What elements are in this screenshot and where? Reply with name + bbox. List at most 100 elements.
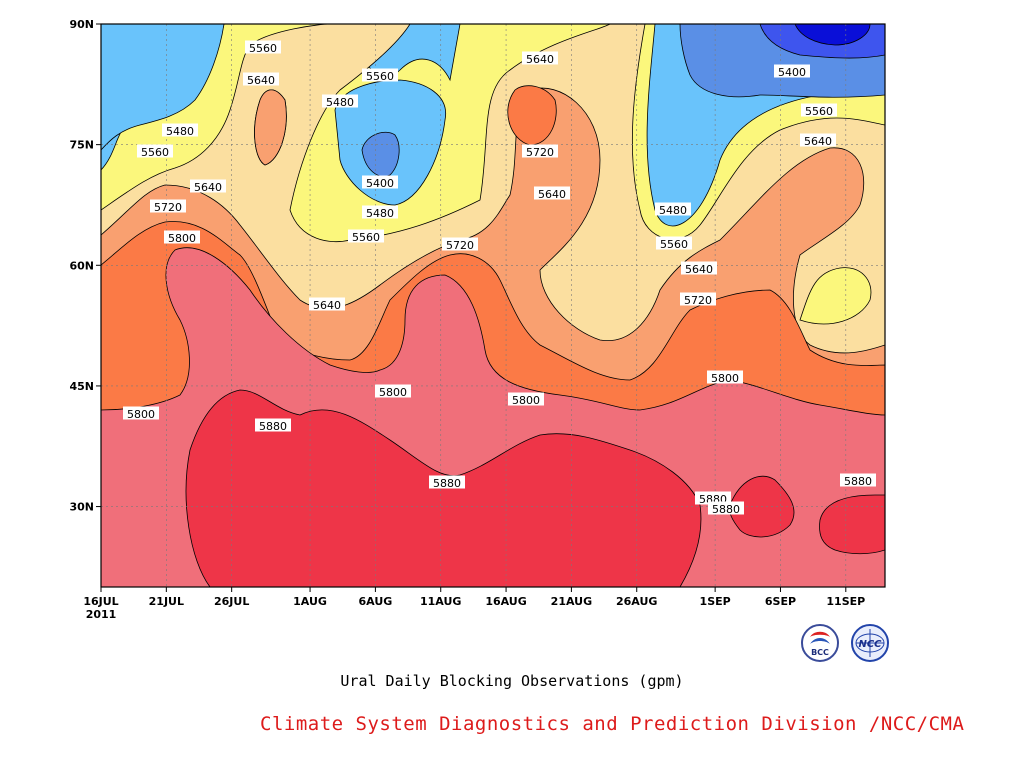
contour-label-bg [656, 236, 692, 250]
contour-label-bg [707, 370, 743, 384]
ncc-logo: NCC [851, 624, 889, 662]
contour-label-bg [429, 475, 465, 489]
band-below-5320 [794, 24, 871, 46]
contour-label: 5800 [127, 408, 155, 421]
logos: BCC NCC [801, 624, 889, 662]
x-tick-year: 2011 [86, 608, 117, 621]
contour-label: 5560 [805, 105, 833, 118]
contour-label: 5640 [313, 299, 341, 312]
contour-label: 5560 [249, 42, 277, 55]
contour-label-bg [164, 230, 200, 244]
contour-labels: 5560 5640 5480 5560 5640 5480 5560 5640 5720 5800… [123, 40, 876, 516]
x-axis: 16JUL 21JUL 26JUL 1AUG 6AUG 11AUG 16AUG 21AUG 26… [83, 587, 865, 621]
contour-label: 5640 [685, 263, 713, 276]
contour-label-bg [243, 72, 279, 86]
plot-frame [100, 23, 886, 588]
x-tick-label: 6AUG [359, 595, 393, 608]
band-5320-5400 [361, 131, 400, 177]
x-tick-label: 1AUG [293, 595, 327, 608]
bcc-logo: BCC [801, 624, 839, 662]
x-tick-label: 26JUL [214, 595, 249, 608]
contour-label-bg [655, 202, 691, 216]
contour-label: 5480 [659, 204, 687, 217]
contour-label: 5640 [526, 53, 554, 66]
band-5480-west [101, 24, 225, 151]
contour-label-bg [322, 94, 358, 108]
x-tick-label: 6SEP [765, 595, 796, 608]
x-tick-label: 11SEP [826, 595, 865, 608]
contour-label: 5560 [366, 70, 394, 83]
contour-label-bg [123, 406, 159, 420]
y-tick-label: 60N [69, 259, 94, 272]
x-tick-label: 26AUG [616, 595, 657, 608]
contour-label-bg [348, 229, 384, 243]
x-tick-label: 16AUG [485, 595, 526, 608]
contour-label: 5480 [366, 207, 394, 220]
contour-label: 5480 [326, 96, 354, 109]
contour-label: 5720 [154, 201, 182, 214]
contour-label-bg [840, 473, 876, 487]
y-axis: 30N 45N 60N 75N 90N [69, 18, 101, 514]
y-tick-label: 30N [69, 501, 94, 514]
contour-label-bg [522, 144, 558, 158]
contour-label: 5400 [778, 66, 806, 79]
contour-label-bg [245, 40, 281, 54]
credit-line: Climate System Diagnostics and Predictio… [260, 713, 965, 735]
x-tick-label: 21JUL [149, 595, 184, 608]
contour-label-bg [362, 205, 398, 219]
contour-label-bg [708, 501, 744, 515]
y-tick-label: 90N [69, 18, 94, 31]
contour-label: 5720 [684, 294, 712, 307]
contour-label: 5720 [526, 146, 554, 159]
contour-label-bg [508, 392, 544, 406]
contour-label: 5640 [247, 74, 275, 87]
contour-label: 5640 [538, 188, 566, 201]
contour-label: 5480 [166, 125, 194, 138]
contour-label-bg [309, 297, 345, 311]
contour-label-bg [442, 237, 478, 251]
x-tick-label: 1SEP [700, 595, 731, 608]
contour-fill-layer [101, 24, 885, 587]
contour-label-bg [695, 491, 731, 505]
contour-label: 5880 [259, 420, 287, 433]
x-tick-label: 11AUG [420, 595, 461, 608]
contour-label-bg [375, 384, 411, 398]
contour-label: 5800 [711, 372, 739, 385]
contour-label: 5560 [352, 231, 380, 244]
contour-label: 5880 [433, 477, 461, 490]
chart-caption: Ural Daily Blocking Observations (gpm) [340, 672, 684, 690]
x-tick-label: 21AUG [551, 595, 592, 608]
contour-label-bg [534, 186, 570, 200]
contour-label-bg [680, 292, 716, 306]
contour-label-bg [522, 51, 558, 65]
contour-label: 5640 [804, 135, 832, 148]
x-tick-label: 16JUL [83, 595, 118, 608]
contour-label-bg [150, 199, 186, 213]
contour-label-bg [362, 175, 398, 189]
y-tick-label: 45N [69, 380, 94, 393]
contour-label-bg [774, 64, 810, 78]
contour-label: 5640 [194, 181, 222, 194]
contour-label: 5400 [366, 177, 394, 190]
contour-label-bg [681, 261, 717, 275]
contour-label-bg [137, 144, 173, 158]
contour-label-bg [801, 103, 837, 117]
contour-label-bg [190, 179, 226, 193]
contour-label: 5720 [446, 239, 474, 252]
contour-label-bg [800, 133, 836, 147]
svg-text:BCC: BCC [811, 648, 829, 657]
contour-label: 5800 [168, 232, 196, 245]
contour-label-bg [362, 68, 398, 82]
contour-label-bg [255, 418, 291, 432]
contour-label-bg [162, 123, 198, 137]
contour-label: 5800 [379, 386, 407, 399]
contour-label: 5800 [512, 394, 540, 407]
band-above-5960 [185, 389, 885, 587]
contour-label: 5560 [141, 146, 169, 159]
contour-label: 5880 [844, 475, 872, 488]
contour-label: 5880 [712, 503, 740, 516]
y-tick-label: 75N [69, 139, 94, 152]
contour-label: 5560 [660, 238, 688, 251]
svg-text:NCC: NCC [858, 639, 882, 650]
